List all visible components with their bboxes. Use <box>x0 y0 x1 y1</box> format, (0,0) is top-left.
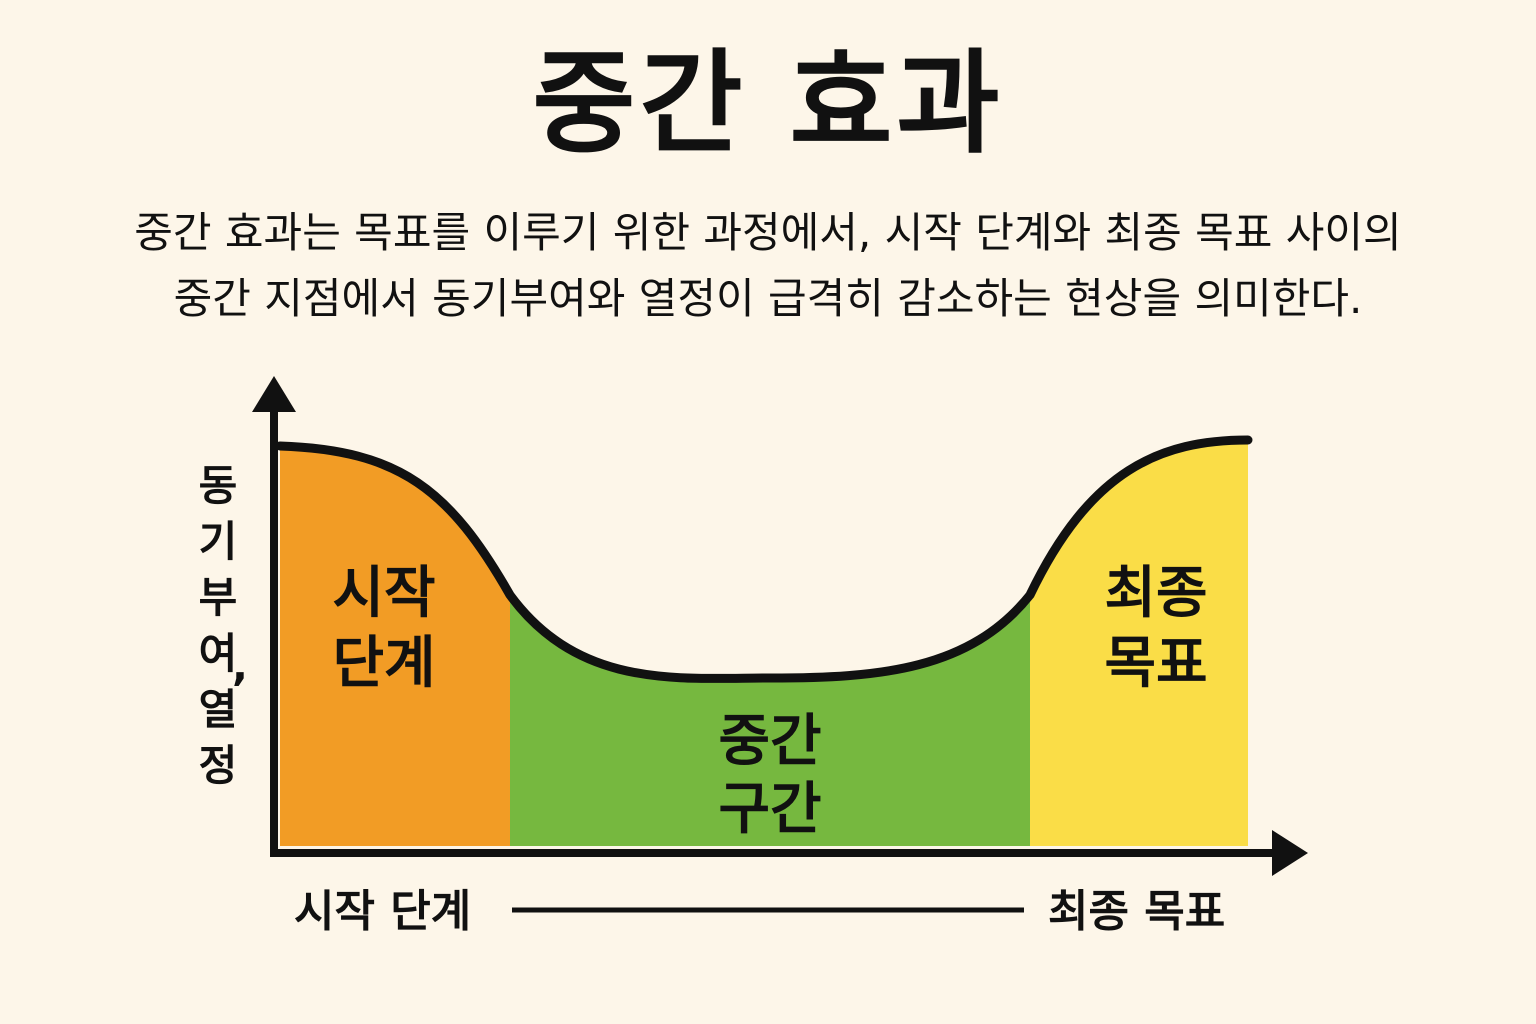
y-axis-label-char: , <box>232 641 248 690</box>
zone-final-label-line2: 목표 <box>1104 631 1207 696</box>
y-axis-label-char: 기 <box>199 517 238 566</box>
x-axis-end-label: 최종 목표 <box>1048 886 1225 937</box>
x-axis-arrowhead <box>1272 830 1308 876</box>
page-title: 중간 효과 <box>532 39 1004 169</box>
y-axis-label-char: 열 <box>199 685 238 734</box>
zone-final-label-line1: 최종 <box>1104 561 1207 626</box>
zone-final-area <box>1030 440 1248 846</box>
zone-middle-label-line2: 구간 <box>718 777 821 842</box>
y-axis-label: 동기부여,열정 <box>199 461 248 790</box>
x-axis-start-label: 시작 단계 <box>294 886 471 937</box>
description: 중간 효과는 목표를 이루기 위한 과정에서, 시작 단계와 최종 목표 사이의… <box>134 208 1402 323</box>
zone-middle-label-line1: 중간 <box>718 709 821 774</box>
motivation-curve <box>275 435 1253 683</box>
y-axis-label-char: 정 <box>199 741 238 790</box>
y-axis-label-char: 동 <box>199 461 238 510</box>
zone-start-label-line1: 시작 <box>332 561 435 626</box>
zone-start-label-line2: 단계 <box>332 631 435 696</box>
zone-middle-area <box>510 595 1030 846</box>
y-axis-label-char: 부 <box>199 573 238 622</box>
zone-start-area <box>280 448 510 846</box>
y-axis-label-char: 여 <box>199 629 238 678</box>
y-axis-arrowhead <box>252 376 296 412</box>
